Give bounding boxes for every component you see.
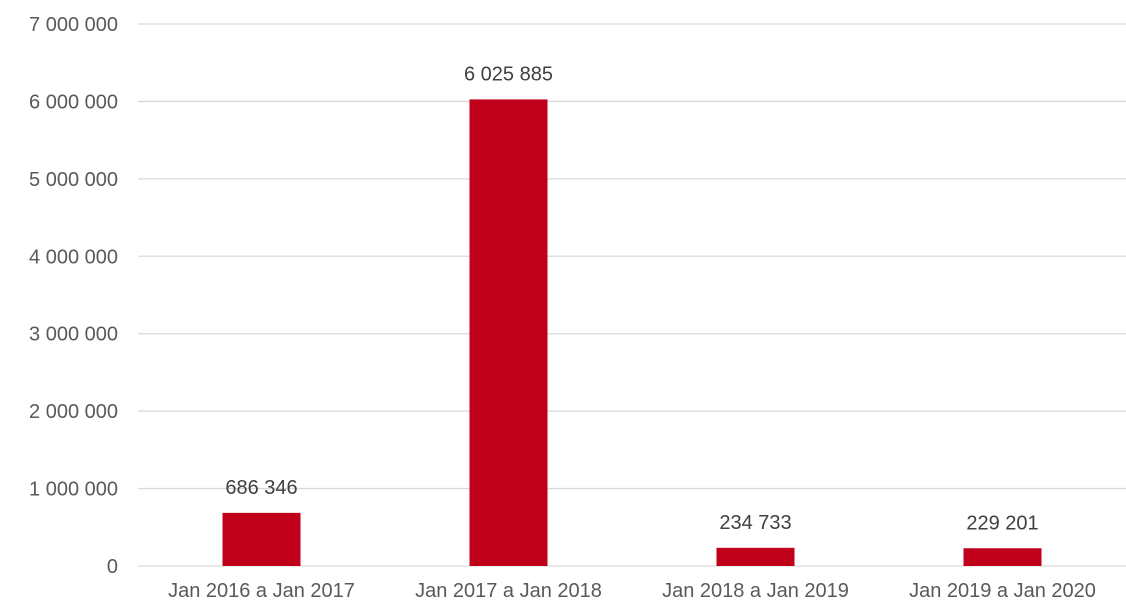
data-label: 234 733 (719, 512, 791, 534)
y-tick-label: 7 000 000 (29, 14, 118, 36)
y-tick-label: 0 (107, 556, 118, 578)
x-tick-label: Jan 2019 a Jan 2020 (909, 580, 1096, 602)
x-axis-ticks: Jan 2016 a Jan 2017 Jan 2017 a Jan 2018 Ja… (168, 580, 1096, 602)
y-tick-label: 6 000 000 (29, 91, 118, 113)
y-axis-ticks: 0 1 000 000 2 000 000 3 000 000 4 000 000 5 0… (29, 14, 118, 578)
data-label: 229 201 (966, 512, 1038, 534)
y-tick-label: 1 000 000 (29, 479, 118, 501)
data-label: 6 025 885 (464, 63, 553, 85)
data-label: 686 346 (225, 477, 297, 499)
bar (963, 548, 1042, 566)
y-tick-label: 4 000 000 (29, 246, 118, 268)
bar (716, 547, 795, 566)
x-tick-label: Jan 2017 a Jan 2018 (415, 580, 602, 602)
y-tick-label: 2 000 000 (29, 401, 118, 423)
bars (222, 99, 1042, 567)
x-tick-label: Jan 2018 a Jan 2019 (662, 580, 849, 602)
y-tick-label: 3 000 000 (29, 324, 118, 346)
gridlines (138, 23, 1126, 567)
bar (222, 512, 301, 566)
bar (469, 99, 548, 567)
data-labels: 686 346 6 025 885 234 733 229 201 (225, 63, 1038, 534)
y-tick-label: 5 000 000 (29, 169, 118, 191)
x-tick-label: Jan 2016 a Jan 2017 (168, 580, 355, 602)
